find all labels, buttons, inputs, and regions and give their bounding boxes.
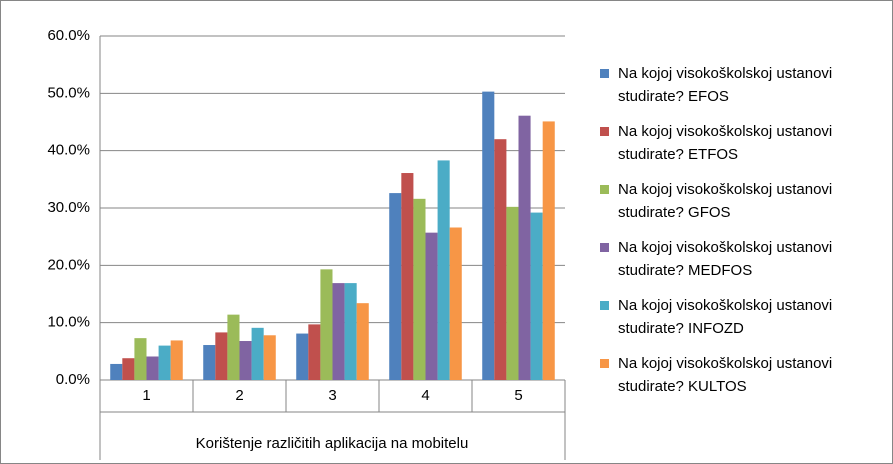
bar — [122, 358, 135, 380]
bar — [506, 206, 519, 380]
bar — [110, 363, 123, 380]
x-tick-label: 1 — [142, 387, 150, 404]
y-tick-label: 60.0% — [47, 27, 90, 44]
bar — [158, 345, 171, 380]
legend-swatch — [600, 301, 609, 310]
bar — [170, 340, 183, 380]
legend-label: Na kojoj visokoškolskoj ustanovi studira… — [618, 65, 833, 105]
bar — [332, 283, 345, 380]
legend-swatch — [600, 69, 609, 78]
y-tick-label: 0.0% — [56, 371, 90, 388]
bar — [401, 173, 414, 380]
legend-swatch — [600, 185, 609, 194]
bar — [263, 335, 276, 380]
y-tick-label: 50.0% — [47, 84, 90, 101]
bar — [437, 160, 450, 380]
bar — [413, 198, 426, 380]
legend-item: Na kojoj visokoškolskoj ustanovi studira… — [600, 294, 885, 352]
x-tick-label: 4 — [421, 387, 429, 404]
bar — [542, 121, 555, 380]
x-tick-label: 5 — [514, 387, 522, 404]
y-tick-label: 10.0% — [47, 314, 90, 331]
bar — [344, 283, 357, 380]
bar — [356, 303, 369, 380]
legend: Na kojoj visokoškolskoj ustanovi studira… — [600, 62, 885, 410]
legend-label: Na kojoj visokoškolskoj ustanovi studira… — [618, 297, 833, 337]
bar — [134, 338, 147, 380]
bar — [308, 324, 321, 380]
bar — [482, 91, 495, 380]
bar — [320, 269, 333, 380]
bar — [425, 232, 438, 380]
bar — [227, 314, 240, 380]
legend-swatch — [600, 359, 609, 368]
bar — [389, 193, 402, 380]
bar — [146, 356, 159, 380]
bar — [494, 139, 507, 380]
x-tick-label: 3 — [328, 387, 336, 404]
plot: 0.0% 10.0% 20.0% 30.0% 40.0% 50.0% 60.0% 1 2 3 4 5 — [47, 27, 566, 460]
legend-item: Na kojoj visokoškolskoj ustanovi studira… — [600, 178, 885, 236]
legend-swatch — [600, 243, 609, 252]
legend-label: Na kojoj visokoškolskoj ustanovi studira… — [618, 123, 833, 163]
y-tick-label: 30.0% — [47, 199, 90, 216]
bar — [239, 341, 252, 380]
legend-item: Na kojoj visokoškolskoj ustanovi studira… — [600, 62, 885, 120]
legend-item: Na kojoj visokoškolskoj ustanovi studira… — [600, 352, 885, 410]
x-tick-label: 2 — [235, 387, 243, 404]
bar — [251, 327, 264, 380]
legend-label: Na kojoj visokoškolskoj ustanovi studira… — [618, 239, 833, 279]
bar — [296, 333, 309, 380]
bar — [215, 332, 228, 380]
legend-label: Na kojoj visokoškolskoj ustanovi studira… — [618, 355, 833, 395]
legend-item: Na kojoj visokoškolskoj ustanovi studira… — [600, 236, 885, 294]
y-tick-label: 20.0% — [47, 256, 90, 273]
bar — [530, 212, 543, 380]
bar — [449, 227, 462, 380]
bar — [518, 115, 531, 381]
y-tick-label: 40.0% — [47, 142, 90, 159]
legend-label: Na kojoj visokoškolskoj ustanovi studira… — [618, 181, 833, 221]
legend-item: Na kojoj visokoškolskoj ustanovi studira… — [600, 120, 885, 178]
legend-swatch — [600, 127, 609, 136]
x-axis-title: Korištenje različitih aplikacija na mobi… — [196, 435, 469, 452]
bar — [203, 345, 216, 380]
